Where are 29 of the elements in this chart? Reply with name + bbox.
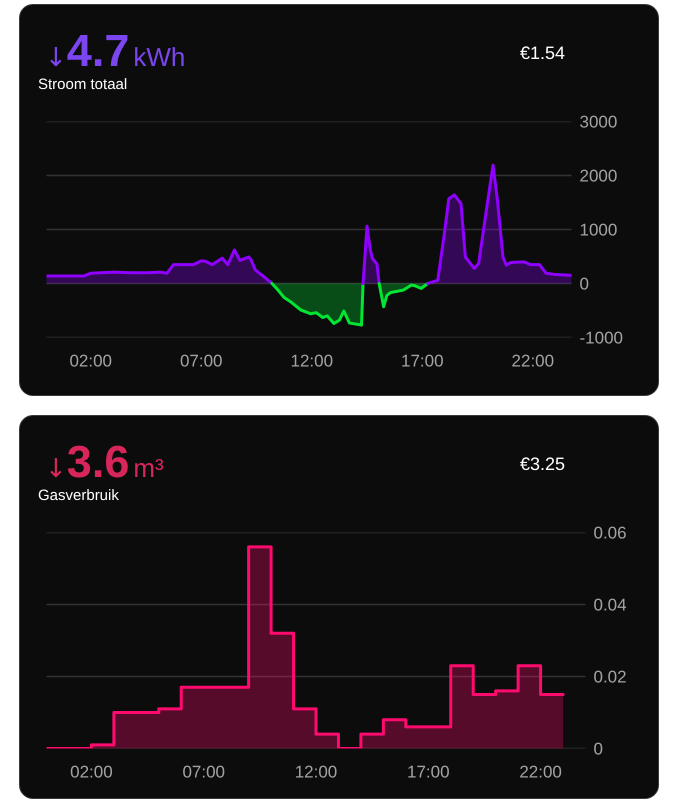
x-tick-label: 07:00 xyxy=(180,352,223,370)
text: m³ xyxy=(133,453,164,483)
x-tick-label: 12:00 xyxy=(290,352,334,370)
text: ↓ xyxy=(45,43,67,73)
y-tick-label: 0 xyxy=(594,740,603,758)
chart-title: Gasverbruik xyxy=(38,487,119,504)
y-tick-label: 0 xyxy=(580,274,589,294)
y-tick-label: -1000 xyxy=(580,328,623,348)
text: €1.54 xyxy=(520,43,565,63)
text: ↓ xyxy=(45,454,67,484)
x-tick-label: 02:00 xyxy=(70,762,113,782)
y-tick-label: 3000 xyxy=(580,112,618,132)
y-tick-label: 0.04 xyxy=(594,596,627,614)
x-tick-label: 17:00 xyxy=(407,762,450,782)
y-tick-label: 0.06 xyxy=(594,524,627,542)
y-tick-label: 2000 xyxy=(580,166,618,186)
x-tick-label: 07:00 xyxy=(182,762,225,782)
y-tick-label: 0.02 xyxy=(594,668,627,686)
text: kWh xyxy=(133,42,186,72)
text: 3.6 xyxy=(66,436,130,487)
y-tick-label: 1000 xyxy=(580,220,618,240)
text: 4.7 xyxy=(66,25,130,76)
x-tick-label: 22:00 xyxy=(519,762,562,782)
x-tick-label: 12:00 xyxy=(294,762,338,782)
x-tick-label: 17:00 xyxy=(401,352,444,370)
text: €3.25 xyxy=(520,454,565,474)
x-tick-label: 02:00 xyxy=(69,352,112,370)
x-tick-label: 22:00 xyxy=(512,352,554,370)
chart-title: Stroom totaal xyxy=(38,76,128,93)
